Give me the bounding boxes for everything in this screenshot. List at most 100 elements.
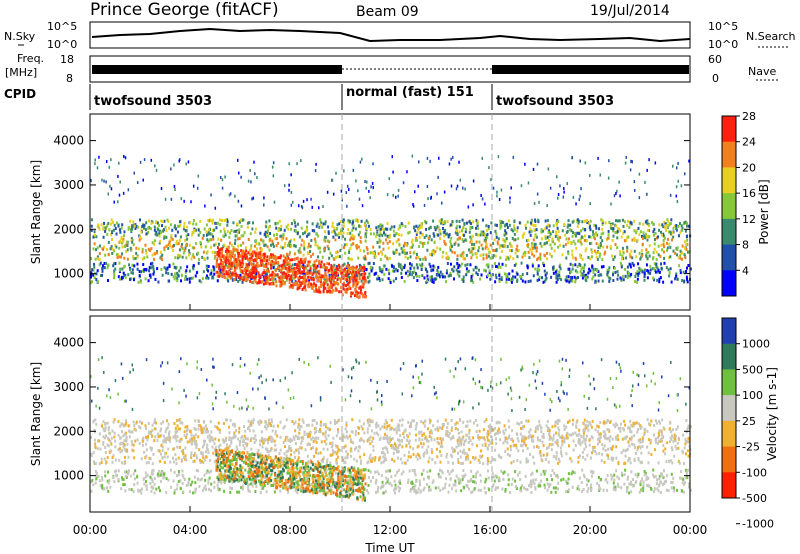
echo-cell (264, 256, 267, 260)
echo-cell (555, 276, 558, 280)
echo-cell (220, 270, 223, 274)
echo-cell (466, 452, 469, 456)
echo-cell (559, 263, 562, 267)
echo-cell (468, 220, 471, 224)
echo-cell (668, 256, 671, 260)
echo-cell (181, 482, 184, 486)
echo-cell-strong (242, 254, 245, 258)
echo-cell-strong (279, 256, 282, 260)
colorbar-tick-label: 16 (742, 187, 756, 200)
echo-cell-strong (236, 248, 239, 252)
echo-cell (584, 219, 587, 223)
echo-cell-strong (267, 281, 270, 285)
echo-cell (511, 429, 514, 433)
echo-cell (303, 243, 306, 247)
echo-cell (582, 269, 585, 273)
echo-speckle (683, 172, 686, 176)
echo-speckle (397, 188, 400, 192)
echo-cell (192, 222, 195, 226)
echo-cell (625, 256, 628, 260)
echo-speckle (562, 195, 565, 199)
echo-cell (331, 230, 334, 234)
echo-cell (567, 252, 570, 256)
echo-cell-strong (220, 265, 223, 269)
echo-cell (287, 227, 290, 231)
echo-cell (442, 250, 445, 254)
echo-cell-strong (280, 264, 283, 268)
echo-cell (378, 277, 381, 281)
echo-cell (124, 273, 127, 277)
echo-cell (392, 266, 395, 270)
echo-cell (578, 238, 581, 242)
echo-cell (303, 231, 306, 235)
echo-cell (380, 250, 383, 254)
echo-cell (598, 488, 601, 492)
echo-cell (278, 228, 281, 232)
echo-cell (573, 232, 576, 236)
echo-cell (206, 250, 209, 254)
echo-cell (207, 450, 210, 454)
echo-cell (543, 242, 546, 246)
echo-cell (551, 425, 554, 429)
echo-cell (514, 443, 517, 447)
echo-cell (499, 265, 502, 269)
echo-cell (616, 270, 619, 274)
echo-cell (203, 458, 206, 462)
echo-cell (666, 248, 669, 252)
echo-cell (457, 266, 460, 270)
echo-cell (204, 450, 207, 454)
echo-cell (293, 229, 296, 233)
echo-cell (633, 249, 636, 253)
echo-cell (306, 220, 309, 224)
echo-cell (485, 244, 488, 248)
echo-cell (114, 262, 117, 266)
echo-cell (250, 276, 253, 280)
echo-cell (259, 452, 262, 456)
echo-cell (228, 444, 231, 448)
echo-cell (465, 221, 468, 225)
echo-cell (450, 428, 453, 432)
echo-cell (175, 239, 178, 243)
echo-cell (528, 484, 531, 488)
echo-cell (634, 473, 637, 477)
echo-cell-strong (301, 270, 304, 274)
echo-speckle (290, 203, 293, 207)
echo-cell (174, 272, 177, 276)
echo-cell (513, 219, 516, 223)
echo-cell (485, 224, 488, 228)
echo-speckle (340, 189, 343, 193)
echo-cell (504, 263, 507, 267)
echo-cell (487, 254, 490, 258)
nsky-panel: N.Sky 10^5 10^0 10^5 10^0 N.Search (4, 20, 796, 51)
echo-cell (138, 269, 141, 273)
echo-cell (521, 444, 524, 448)
cpid-segment-1: twofsound 3503 (94, 94, 212, 109)
echo-cell (653, 233, 656, 237)
echo-cell (96, 225, 99, 229)
echo-cell (677, 234, 680, 238)
echo-cell (430, 269, 433, 273)
echo-speckle (250, 180, 252, 184)
echo-cell (408, 469, 411, 473)
echo-cell (604, 250, 607, 254)
echo-cell (98, 258, 101, 262)
echo-cell (294, 262, 297, 266)
echo-cell (171, 228, 174, 232)
echo-cell (661, 223, 664, 227)
echo-cell-strong (334, 276, 337, 280)
echo-cell-strong (217, 250, 220, 254)
echo-cell (172, 435, 175, 439)
echo-cell (587, 255, 590, 259)
echo-cell (350, 243, 353, 247)
echo-cell (615, 224, 618, 228)
echo-cell (569, 276, 572, 280)
echo-cell (531, 252, 534, 256)
echo-cell (285, 454, 288, 458)
echo-speckle (512, 155, 515, 159)
echo-cell (382, 451, 385, 455)
echo-cell (441, 471, 444, 475)
echo-cell-strong (242, 249, 245, 253)
echo-cell (403, 263, 406, 267)
echo-cell (505, 237, 508, 241)
echo-cell (574, 234, 577, 238)
